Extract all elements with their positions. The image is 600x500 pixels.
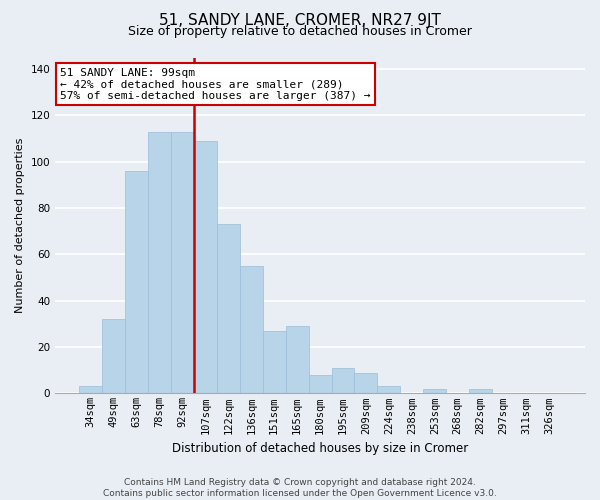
- Bar: [286, 326, 308, 394]
- Text: 51 SANDY LANE: 99sqm
← 42% of detached houses are smaller (289)
57% of semi-deta: 51 SANDY LANE: 99sqm ← 42% of detached h…: [61, 68, 371, 101]
- Text: 51, SANDY LANE, CROMER, NR27 9JT: 51, SANDY LANE, CROMER, NR27 9JT: [159, 12, 441, 28]
- Y-axis label: Number of detached properties: Number of detached properties: [15, 138, 25, 313]
- Text: Size of property relative to detached houses in Cromer: Size of property relative to detached ho…: [128, 25, 472, 38]
- Bar: [171, 132, 194, 394]
- Bar: [377, 386, 400, 394]
- Bar: [125, 171, 148, 394]
- Bar: [332, 368, 355, 394]
- Text: Contains HM Land Registry data © Crown copyright and database right 2024.
Contai: Contains HM Land Registry data © Crown c…: [103, 478, 497, 498]
- Bar: [194, 141, 217, 394]
- Bar: [217, 224, 240, 394]
- X-axis label: Distribution of detached houses by size in Cromer: Distribution of detached houses by size …: [172, 442, 468, 455]
- Bar: [79, 386, 102, 394]
- Bar: [240, 266, 263, 394]
- Bar: [469, 389, 492, 394]
- Bar: [102, 320, 125, 394]
- Bar: [308, 375, 332, 394]
- Bar: [263, 331, 286, 394]
- Bar: [355, 372, 377, 394]
- Bar: [148, 132, 171, 394]
- Bar: [423, 389, 446, 394]
